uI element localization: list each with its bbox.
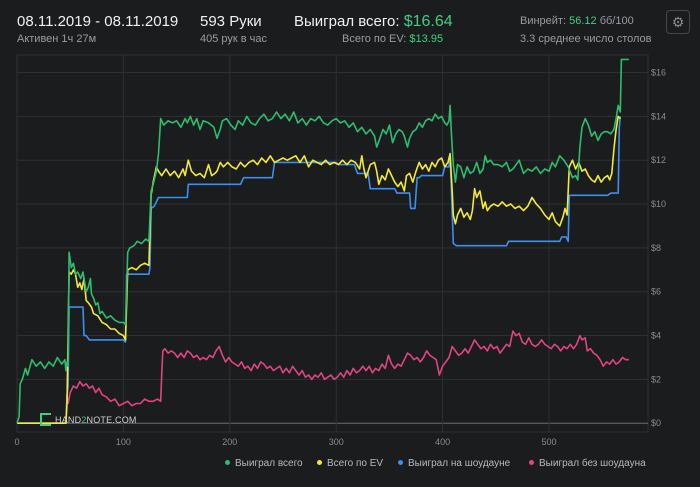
watermark-text-3: NOTE.COM	[86, 414, 137, 425]
x-tick-label: 0	[14, 437, 19, 447]
legend-item-non-showdown[interactable]: Выиграл без шоудауна	[529, 458, 646, 469]
ev-total: Всего по EV: $13.95	[342, 33, 443, 45]
x-tick-label: 300	[329, 437, 344, 447]
won-total-label: Выиграл всего:	[294, 13, 400, 30]
legend-label-ev: Всего по EV	[327, 458, 384, 469]
x-tick-label: 100	[116, 437, 131, 447]
legend-label-non-showdown: Выиграл без шоудауна	[539, 458, 646, 469]
winrate-unit: бб/100	[599, 15, 634, 27]
legend-dot-showdown	[398, 459, 403, 465]
x-axis-labels: 0 100 200 300 400 500	[14, 437, 556, 447]
series-line-ev	[17, 115, 621, 424]
y-tick-label: $4	[651, 331, 661, 341]
legend-label-showdown: Выиграл на шоудауне	[408, 458, 511, 469]
watermark-text-2: 2	[81, 414, 87, 425]
winrate-value: 56.12	[569, 15, 597, 27]
legend-dot-won	[225, 459, 230, 465]
won-total-value: $16.64	[403, 13, 453, 30]
x-tick-label: 400	[435, 437, 450, 447]
watermark-text-1: HAND	[55, 414, 82, 425]
gear-icon: ⚙	[671, 13, 685, 30]
active-time: Активен 1ч 27м	[17, 33, 97, 45]
grid	[16, 54, 649, 433]
y-tick-label: $6	[651, 287, 661, 297]
ev-total-label: Всего по EV:	[342, 33, 407, 45]
x-tick-label: 200	[222, 437, 237, 447]
y-tick-label: $14	[651, 111, 666, 121]
summary-header: 08.11.2019 - 08.11.2019 Активен 1ч 27м 5…	[0, 0, 700, 50]
y-tick-label: $12	[651, 155, 666, 165]
y-tick-label: $10	[651, 199, 666, 209]
ev-total-value: $13.95	[409, 33, 444, 45]
legend-label-won: Выиграл всего	[235, 458, 303, 469]
y-tick-label: $2	[651, 374, 661, 384]
legend-item-showdown[interactable]: Выиграл на шоудауне	[398, 458, 510, 469]
legend-item-won[interactable]: Выиграл всего	[225, 458, 303, 469]
y-tick-label: $0	[651, 418, 661, 428]
hand2note-logo-icon	[40, 413, 51, 426]
series-layer	[16, 58, 629, 424]
x-tick-label: 500	[542, 437, 557, 447]
legend-dot-ev	[317, 459, 322, 465]
winrate-label: Винрейт:	[520, 15, 567, 27]
legend: Выиграл всего Всего по EV Выиграл на шоу…	[0, 458, 700, 476]
legend-dot-non-showdown	[529, 459, 534, 465]
hands-per-hour: 405 рук в час	[200, 33, 268, 45]
series-line-non-showdown	[17, 330, 629, 424]
settings-button[interactable]: ⚙	[666, 10, 690, 34]
y-tick-label: $8	[651, 243, 661, 253]
date-range: 08.11.2019 - 08.11.2019	[17, 13, 179, 30]
avg-tables: 3.3 среднее число столов	[520, 33, 652, 45]
hands-count: 593 Руки	[200, 13, 262, 30]
series-line-won	[16, 58, 629, 424]
watermark: HAND2NOTE.COM	[40, 413, 137, 427]
plot-area-border	[16, 54, 649, 433]
winrate: Винрейт: 56.12 бб/100	[520, 15, 634, 27]
legend-item-ev[interactable]: Всего по EV	[317, 458, 383, 469]
won-total: Выиграл всего: $16.64	[294, 13, 453, 31]
y-tick-label: $16	[651, 68, 666, 78]
y-axis-labels: $0 $2 $4 $6 $8 $10 $12 $14 $16	[651, 68, 666, 429]
